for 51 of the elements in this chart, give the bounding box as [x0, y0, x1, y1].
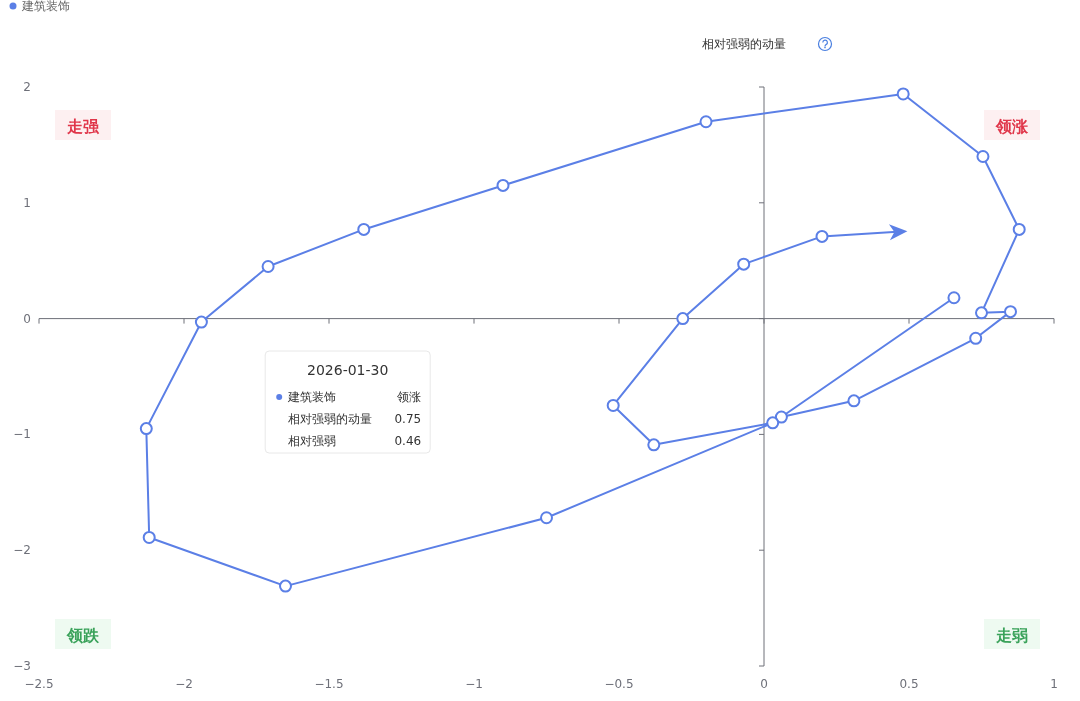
point — [947, 291, 961, 305]
annotation: 0.46 — [394, 434, 422, 449]
point — [1004, 305, 1017, 319]
annotation: 相对强弱 — [288, 434, 337, 449]
annotation: 领涨 — [995, 117, 1029, 136]
y-tick-label: 0 — [23, 311, 31, 326]
annotation: 相对强弱的动量 — [288, 412, 373, 427]
annotation: 领涨 — [397, 390, 422, 405]
x-tick-label: 0.5 — [899, 677, 919, 691]
point — [815, 229, 829, 243]
x-tick-label: −2.5 — [24, 677, 54, 691]
y-tick-label: −2 — [13, 543, 31, 558]
point — [847, 394, 861, 408]
annotation: 建筑装饰 — [287, 390, 337, 405]
y-tick-label: −3 — [13, 659, 31, 673]
annotation: 走强 — [66, 117, 100, 136]
x-tick-label: −2 — [175, 677, 193, 691]
annotation: 0.75 — [394, 412, 422, 427]
point — [142, 530, 156, 544]
y-tick-label: 1 — [23, 195, 31, 210]
point — [774, 410, 788, 424]
x-tick-label: −1.5 — [314, 677, 344, 691]
point — [357, 222, 371, 236]
y-tick-label: 2 — [23, 80, 31, 94]
point — [896, 87, 910, 101]
point — [139, 422, 153, 436]
point — [606, 398, 620, 412]
point — [1012, 222, 1026, 236]
x-tick-label: −1 — [465, 677, 483, 691]
x-tick-label: −0.5 — [604, 677, 634, 691]
point — [969, 331, 983, 345]
annotation: 领跌 — [66, 626, 100, 645]
x-tick-label: 0 — [760, 677, 768, 691]
point — [540, 511, 553, 525]
annotation: 2026-01-30 — [307, 362, 389, 379]
annotation: 走弱 — [995, 626, 1028, 645]
point — [976, 149, 990, 163]
legend-label: 建筑装饰 — [21, 0, 70, 13]
point — [975, 306, 988, 320]
x-tick-label: 1 — [1050, 677, 1058, 691]
point — [676, 312, 690, 326]
point — [279, 579, 292, 593]
point — [261, 259, 275, 273]
point — [194, 315, 208, 329]
point — [496, 178, 510, 192]
point — [766, 416, 780, 430]
y-axis-title: 相对强弱的动量 — [702, 37, 786, 51]
point — [699, 115, 713, 129]
point — [647, 438, 661, 452]
y-tick-label: −1 — [13, 427, 31, 442]
point — [737, 257, 751, 271]
